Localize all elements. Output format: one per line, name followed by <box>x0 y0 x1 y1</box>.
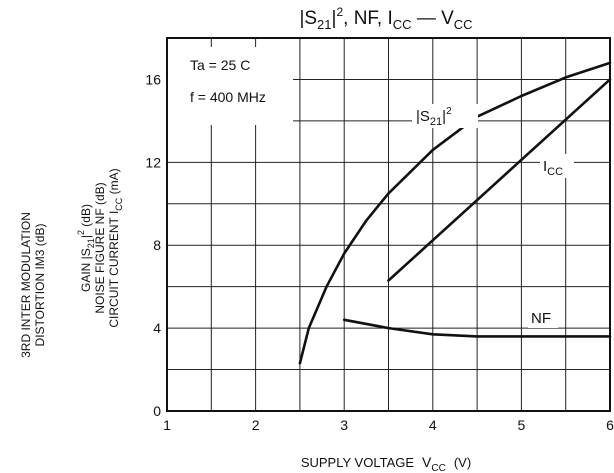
chart-title: |S21|2, NF, ICC — VCC <box>299 5 472 32</box>
curve-label-s21: |S21|2 <box>412 104 478 128</box>
annotation-box-background <box>168 47 293 125</box>
plot-frame <box>166 37 611 412</box>
grid <box>166 37 611 412</box>
svg-text:NF: NF <box>531 310 551 327</box>
y-axis-title-line-nf: NOISE FIGURE NF (dB) <box>93 182 107 313</box>
x-tick-label: 6 <box>606 417 614 433</box>
series-group <box>298 61 612 365</box>
y-axis-title-line-icc: CIRCUIT CURRENT ICC (mA) <box>107 168 124 327</box>
annotation-frequency: f = 400 MHz <box>190 89 266 105</box>
series-s21-curve <box>298 61 612 365</box>
series-nf-curve <box>342 318 612 338</box>
y2-axis-title-line-2: DISTORTION IM3 (dB) <box>33 224 47 347</box>
curve-label-icc-background <box>540 154 574 178</box>
y2-axis-title: 3RD INTER MODULATION DISTORTION IM3 (dB) <box>19 212 47 358</box>
y2-axis-title-line-1: 3RD INTER MODULATION <box>19 212 33 358</box>
x-tick-label: 5 <box>518 417 526 433</box>
y-axis-title: GAIN |S21|2 (dB) NOISE FIGURE NF (dB) CI… <box>76 168 124 327</box>
y-tick-label: 8 <box>153 237 161 253</box>
curve-label-nf: NF <box>528 308 558 328</box>
svg-text:|S21|2: |S21|2 <box>416 106 452 128</box>
x-tick-label: 4 <box>429 417 437 433</box>
y-tick-label: 4 <box>153 320 161 336</box>
curve-label-nf-background <box>528 308 558 328</box>
x-axis-title: SUPPLY VOLTAGE VCC (V) <box>301 454 471 473</box>
x-tick-label: 1 <box>163 417 171 433</box>
y-tick-label: 16 <box>145 71 161 87</box>
series-icc-curve <box>387 78 612 282</box>
curve-label-s21-background <box>412 104 478 128</box>
y-tick-label: 0 <box>153 403 161 419</box>
annotation-temperature: Ta = 25 C <box>190 57 250 73</box>
svg-text:ICC: ICC <box>543 158 563 178</box>
x-tick-label: 3 <box>340 417 348 433</box>
curve-label-icc: ICC <box>540 154 574 178</box>
y-axis-title-line-gain: GAIN |S21|2 (dB) <box>76 204 96 292</box>
y-tick-label: 12 <box>145 154 161 170</box>
annotation-box: Ta = 25 C f = 400 MHz <box>168 47 293 125</box>
x-tick-label: 2 <box>252 417 260 433</box>
